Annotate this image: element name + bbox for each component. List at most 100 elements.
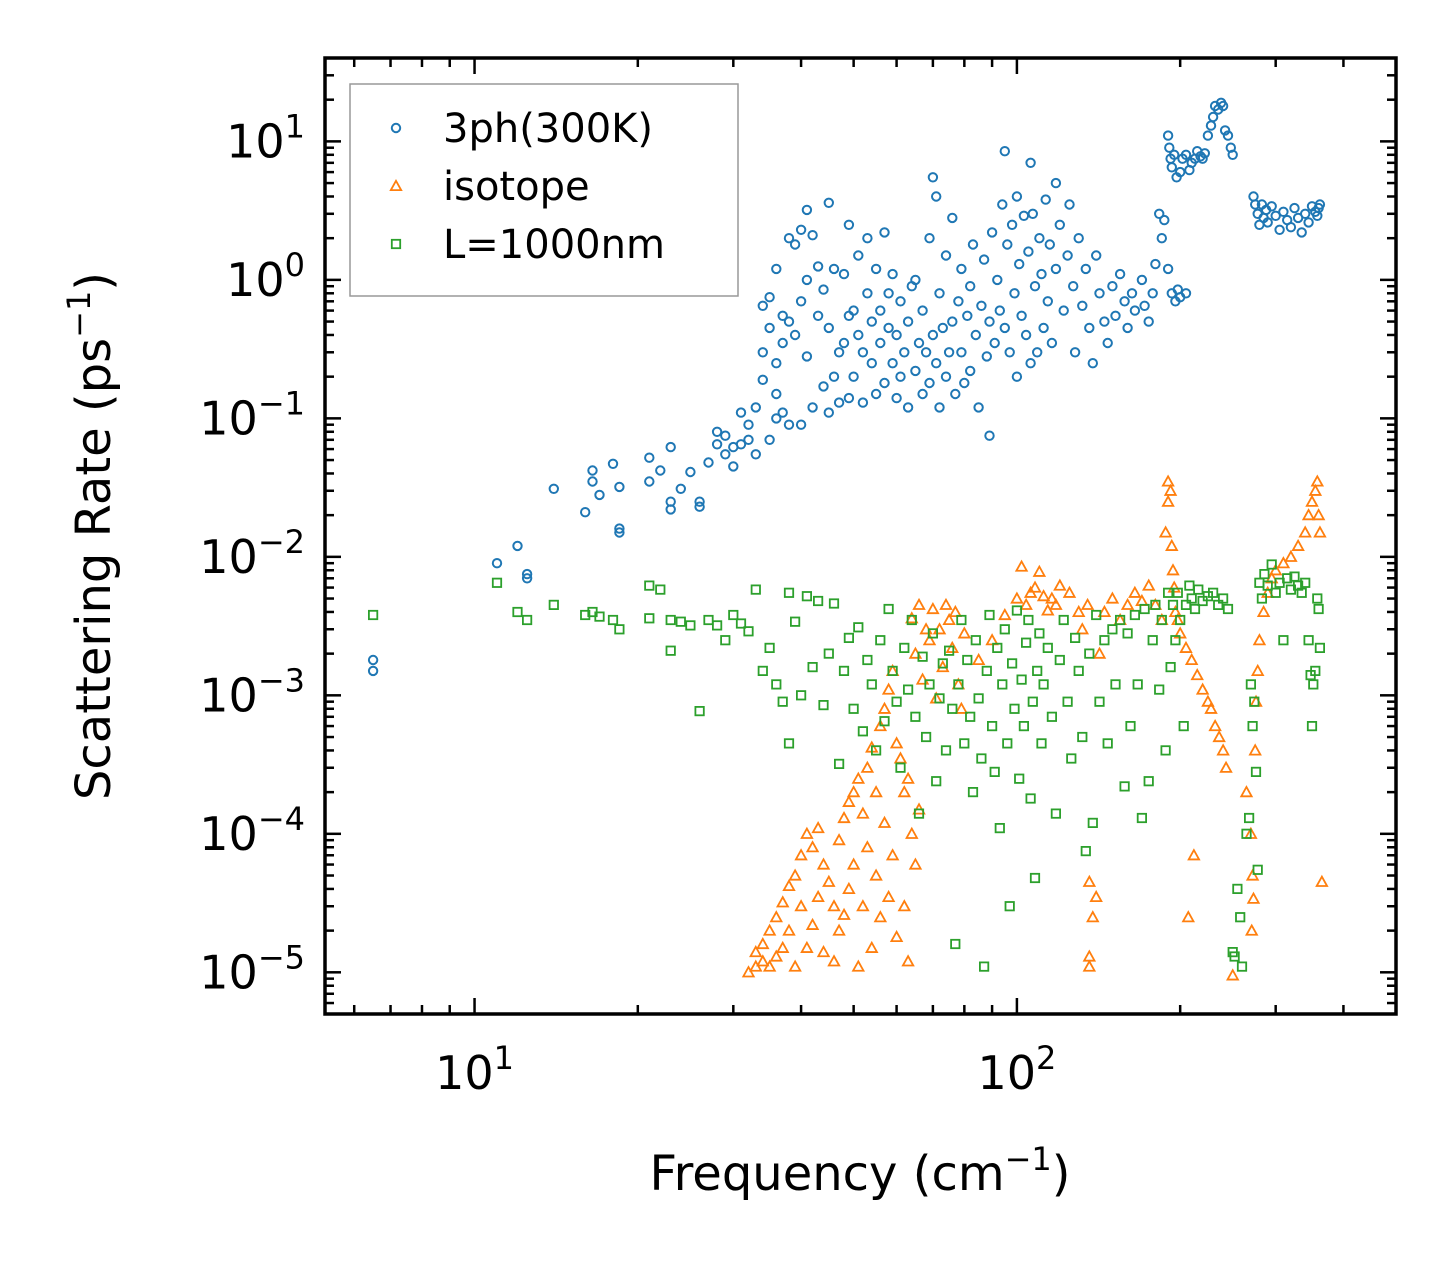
data-point [816,857,831,870]
data-point [712,620,723,631]
data-point [816,945,831,958]
data-point [1038,679,1049,690]
data-point [587,476,598,487]
data-point [879,716,890,727]
data-markers [367,97,1329,981]
data-point [1175,166,1186,178]
data-point [1094,696,1105,707]
data-point [1154,684,1165,695]
data-point [973,693,984,704]
data-point [902,402,914,413]
data-point [1040,194,1051,205]
y-axis-label: Scattering Rate (ps−1) [60,272,122,800]
data-point [764,642,775,654]
data-point [860,840,875,853]
data-point [1162,130,1174,141]
data-point [769,910,783,923]
data-point [644,476,655,487]
data-point [594,489,605,501]
data-point [1308,483,1323,496]
data-point [1019,597,1033,610]
data-point [950,388,961,400]
data-point [1158,525,1173,538]
data-point [862,654,873,666]
data-point [367,654,379,666]
data-point [1246,891,1261,904]
data-point [832,923,846,936]
data-point [997,199,1008,210]
data-point [901,954,915,967]
data-point [367,665,379,677]
data-point [1169,149,1180,161]
data-point [842,794,856,807]
data-point [908,857,923,870]
data-point [1184,652,1199,666]
y-axis-label-close: ) [66,272,122,291]
data-point [860,760,875,773]
data-point [999,624,1010,635]
data-point [1232,883,1243,895]
data-point [887,268,898,280]
data-point [1004,901,1015,912]
data-point [865,940,879,953]
data-point [827,899,841,912]
legend-marker [390,238,402,250]
data-point [1004,347,1015,358]
data-point [999,322,1010,334]
data-point [833,347,845,358]
data-point [1010,591,1024,604]
data-point [1207,111,1219,123]
data-point [1011,371,1023,382]
data-point [1159,214,1170,226]
data-point [1147,288,1158,299]
data-point [1154,208,1165,220]
data-point [953,679,964,690]
data-point [970,635,981,646]
data-point [823,322,834,334]
data-point [846,857,861,870]
data-point [875,337,886,349]
data-point [756,954,770,967]
data-point [1256,593,1267,604]
data-point [1058,305,1069,316]
data-point [1219,760,1233,773]
data-point [1014,559,1029,572]
data-point [1244,812,1255,824]
data-point [942,612,956,626]
data-point [987,721,998,732]
data-point [1050,177,1062,189]
data-point [1247,721,1258,732]
data-point [895,371,906,382]
data-point [1097,604,1112,618]
data-point [927,172,939,183]
data-point [1105,591,1120,604]
data-point [947,212,958,224]
data-point [956,263,967,275]
data-point [1041,603,1055,616]
data-point [607,458,619,469]
data-point [811,889,825,903]
data-point [548,599,559,611]
data-point [910,365,921,377]
data-point [764,322,775,334]
data-point [1216,743,1230,756]
data-point [1054,219,1066,231]
data-point [1077,300,1088,311]
data-point [1099,635,1110,646]
data-point [931,191,942,202]
data-point [947,703,958,714]
data-point [1250,199,1261,210]
data-point [843,632,855,644]
data-point [1218,593,1229,604]
data-point [924,233,935,244]
data-point [1062,250,1073,261]
data-point [1132,679,1143,690]
data-point [1163,587,1174,598]
data-point [1129,305,1141,316]
data-point [1251,663,1265,677]
data-point [962,310,973,321]
data-point [937,322,948,334]
data-point [940,250,952,261]
data-point [1262,580,1273,591]
data-point [877,815,892,828]
